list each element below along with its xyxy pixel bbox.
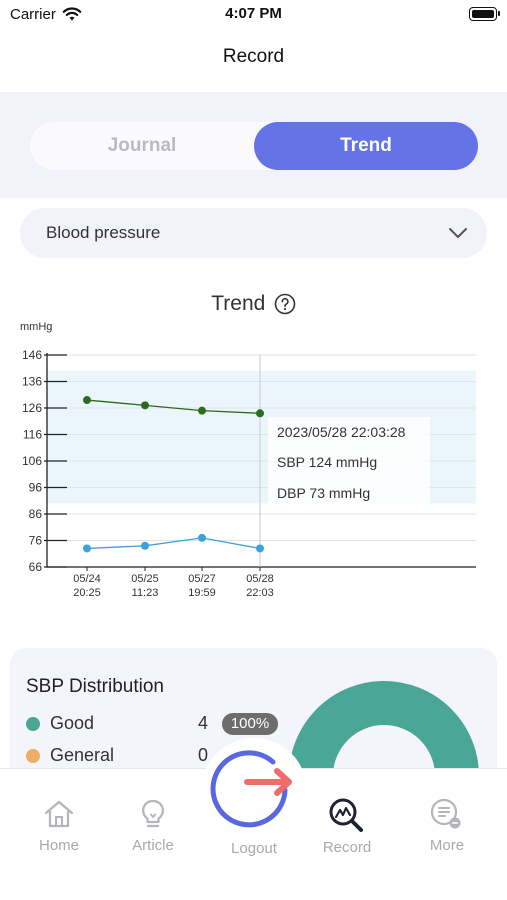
y-tick-label: 76 [29,534,43,548]
tab-home-label: Home [38,837,79,854]
x-tick-label-date: 05/24 [73,573,101,585]
x-tick-label-date: 05/27 [188,573,216,585]
distribution-count: 4 [198,713,209,733]
tooltip-dbp: DBP 73 mmHg [277,485,370,501]
y-tick-label: 86 [29,507,43,521]
y-tick-label: 116 [23,428,42,442]
series-line-dbp [86,537,261,550]
data-point-dbp [198,533,206,542]
y-tick-label: 126 [22,401,42,415]
x-tick-label-date: 05/28 [246,573,274,585]
data-point-dbp [83,544,91,553]
data-point-dbp [256,544,264,553]
tab-home[interactable]: Home [14,797,104,857]
data-point-sbp [198,406,206,415]
distribution-title: SBP Distribution [26,676,164,697]
carrier-label: Carrier [10,6,56,23]
tooltip-datetime: 2023/05/28 22:03:28 [277,424,406,440]
tooltip-sbp: SBP 124 mmHg [277,454,377,470]
trend-header: Trend [0,292,507,316]
segment-area: Journal Trend [0,92,507,198]
tab-article[interactable]: Article [108,797,198,857]
trend-title: Trend [211,292,266,315]
legend-dot [26,717,40,731]
tab-journal[interactable]: Journal [107,135,177,156]
y-tick-label: 66 [29,560,43,574]
x-tick-label-time: 11:23 [132,587,159,599]
y-tick-label: 146 [22,348,42,362]
x-tick-label-time: 20:25 [73,587,101,599]
status-bar: Carrier 4:07 PM [0,0,507,30]
tab-record-label: Record [322,839,372,856]
page-title: Record [222,46,285,67]
distribution-count: 0 [198,745,209,765]
home-icon [44,800,74,828]
distribution-label: Good [50,713,95,733]
tab-more[interactable]: More [402,797,492,857]
status-time: 4:07 PM [225,5,282,22]
series-line-sbp [86,399,261,414]
wifi-icon [62,7,82,21]
tab-more-label: More [429,837,465,854]
more-document-icon [430,798,461,829]
logout-button[interactable] [201,738,307,834]
record-chart-magnifier-icon [329,798,363,832]
logout-icon [210,750,292,828]
chevron-down-icon [449,228,467,238]
distribution-label: General [50,745,115,765]
help-icon[interactable] [274,293,296,315]
tab-logout-label: Logout [231,840,277,857]
distribution-row-good: Good 4 100% [26,712,286,736]
y-tick-label: 136 [22,375,42,389]
data-point-sbp [141,401,149,410]
tab-record[interactable]: Record [302,797,392,857]
data-point-sbp [83,396,91,405]
metric-dropdown-value: Blood pressure [46,223,161,242]
x-tick-label-time: 22:03 [246,587,274,599]
tab-trend[interactable]: Trend [254,122,478,170]
x-tick-label-time: 19:59 [188,587,216,599]
distribution-percent-badge: 100% [222,713,278,735]
y-tick-label: 106 [22,454,42,468]
trend-chart[interactable]: mmHg 146 136 126 116 106 96 86 76 66 05/24 20:25 05/… [0,312,507,612]
metric-dropdown[interactable]: Blood pressure [20,208,487,258]
y-axis-unit: mmHg [20,321,52,333]
y-tick-label: 96 [29,481,43,495]
tab-article-label: Article [132,837,174,854]
data-point-sbp [256,409,264,418]
legend-dot [26,749,40,763]
lightbulb-icon [142,799,164,828]
view-segmented-control: Journal Trend [30,122,478,170]
tooltip-box [268,417,430,513]
x-tick-label-date: 05/25 [131,573,159,585]
data-point-dbp [141,541,149,550]
battery-icon [469,7,500,21]
